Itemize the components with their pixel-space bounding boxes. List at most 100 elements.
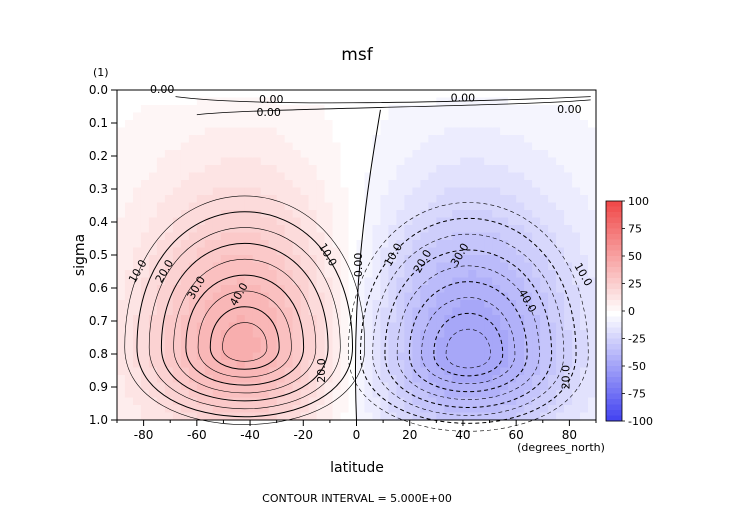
heatmap-cell [196,255,206,264]
heatmap-cell [212,382,222,391]
heatmap-cell [117,127,126,136]
heatmap-cell [372,285,382,294]
heatmap-cell [564,112,573,121]
heatmap-cell [564,352,573,361]
heatmap-cell [516,157,525,166]
heatmap-cell [124,165,134,174]
heatmap-cell [492,225,501,234]
heatmap-cell [572,210,581,219]
heatmap-cell [484,180,493,189]
heatmap-cell [124,120,134,129]
heatmap-cell [524,262,533,271]
heatmap-cell [140,90,150,99]
heatmap-cell [516,390,525,399]
heatmap-cell [292,150,302,159]
heatmap-cell [564,210,573,219]
heatmap-cell [204,172,214,181]
heatmap-cell [420,262,429,271]
heatmap-cell [444,300,453,309]
heatmap-cell [212,405,222,414]
heatmap-cell [356,345,366,354]
heatmap-cell [332,367,342,376]
heatmap-cell [244,247,254,256]
heatmap-cell [420,150,429,159]
heatmap-cell [284,195,294,204]
heatmap-cell [476,292,485,301]
heatmap-cell [532,232,541,241]
heatmap-cell [260,165,270,174]
heatmap-cell [180,240,190,249]
heatmap-cell [332,97,342,106]
heatmap-cell [188,150,198,159]
heatmap-cell [436,247,445,256]
heatmap-cell [252,337,262,346]
heatmap-cell [572,270,581,279]
heatmap-cell [244,142,254,151]
heatmap-cell [420,360,429,369]
heatmap-cell [532,135,541,144]
heatmap-cell [460,165,469,174]
heatmap-cell [348,157,358,166]
heatmap-cell [156,352,166,361]
heatmap-cell [412,150,421,159]
heatmap-cell [172,307,182,316]
heatmap-cell [516,150,525,159]
heatmap-cell [300,172,310,181]
heatmap-cell [556,390,565,399]
heatmap-cell [324,405,334,414]
y-tick-label: 0.7 [89,314,108,328]
heatmap-cell [388,397,398,406]
heatmap-cell [588,307,597,316]
heatmap-cell [212,225,222,234]
heatmap-cell [244,367,254,376]
heatmap-cell [380,382,390,391]
heatmap-cell [252,352,262,361]
heatmap-cell [332,195,342,204]
heatmap-cell [308,412,318,421]
heatmap-cell [484,157,493,166]
heatmap-cell [380,232,390,241]
heatmap-cell [124,255,134,264]
heatmap-cell [580,277,589,286]
heatmap-cell [492,172,501,181]
heatmap-cell [220,360,230,369]
heatmap-cell [588,217,597,226]
heatmap-cell [220,375,230,384]
heatmap-cell [308,277,318,286]
heatmap-cell [404,405,413,414]
heatmap-cell [204,217,214,226]
heatmap-cell [428,255,437,264]
heatmap-cell [540,345,549,354]
heatmap-cell [180,307,190,316]
colorbar-tick-label: -50 [628,360,646,373]
heatmap-cell [564,360,573,369]
heatmap-cell [556,120,565,129]
heatmap-cell [276,345,286,354]
heatmap-cell [476,307,485,316]
heatmap-cell [444,262,453,271]
heatmap-cell [124,150,134,159]
heatmap-cell [188,225,198,234]
heatmap-cell [508,172,517,181]
y-tick-label: 0.1 [89,116,108,130]
heatmap-cell [332,127,342,136]
heatmap-cell [572,285,581,294]
heatmap-cell [484,390,493,399]
heatmap-cell [117,352,126,361]
heatmap-cell [532,112,541,121]
heatmap-cell [284,307,294,316]
heatmap-cell [117,150,126,159]
colorbar-swatch [606,217,622,224]
heatmap-cell [172,232,182,241]
heatmap-cell [140,300,150,309]
heatmap-cell [364,360,374,369]
heatmap-cell [292,367,302,376]
heatmap-cell [236,157,246,166]
heatmap-cell [436,285,445,294]
heatmap-cell [164,157,174,166]
heatmap-cell [212,142,222,151]
heatmap-cell [452,375,461,384]
heatmap-cell [372,232,382,241]
heatmap-cell [500,195,509,204]
heatmap-cell [284,375,294,384]
